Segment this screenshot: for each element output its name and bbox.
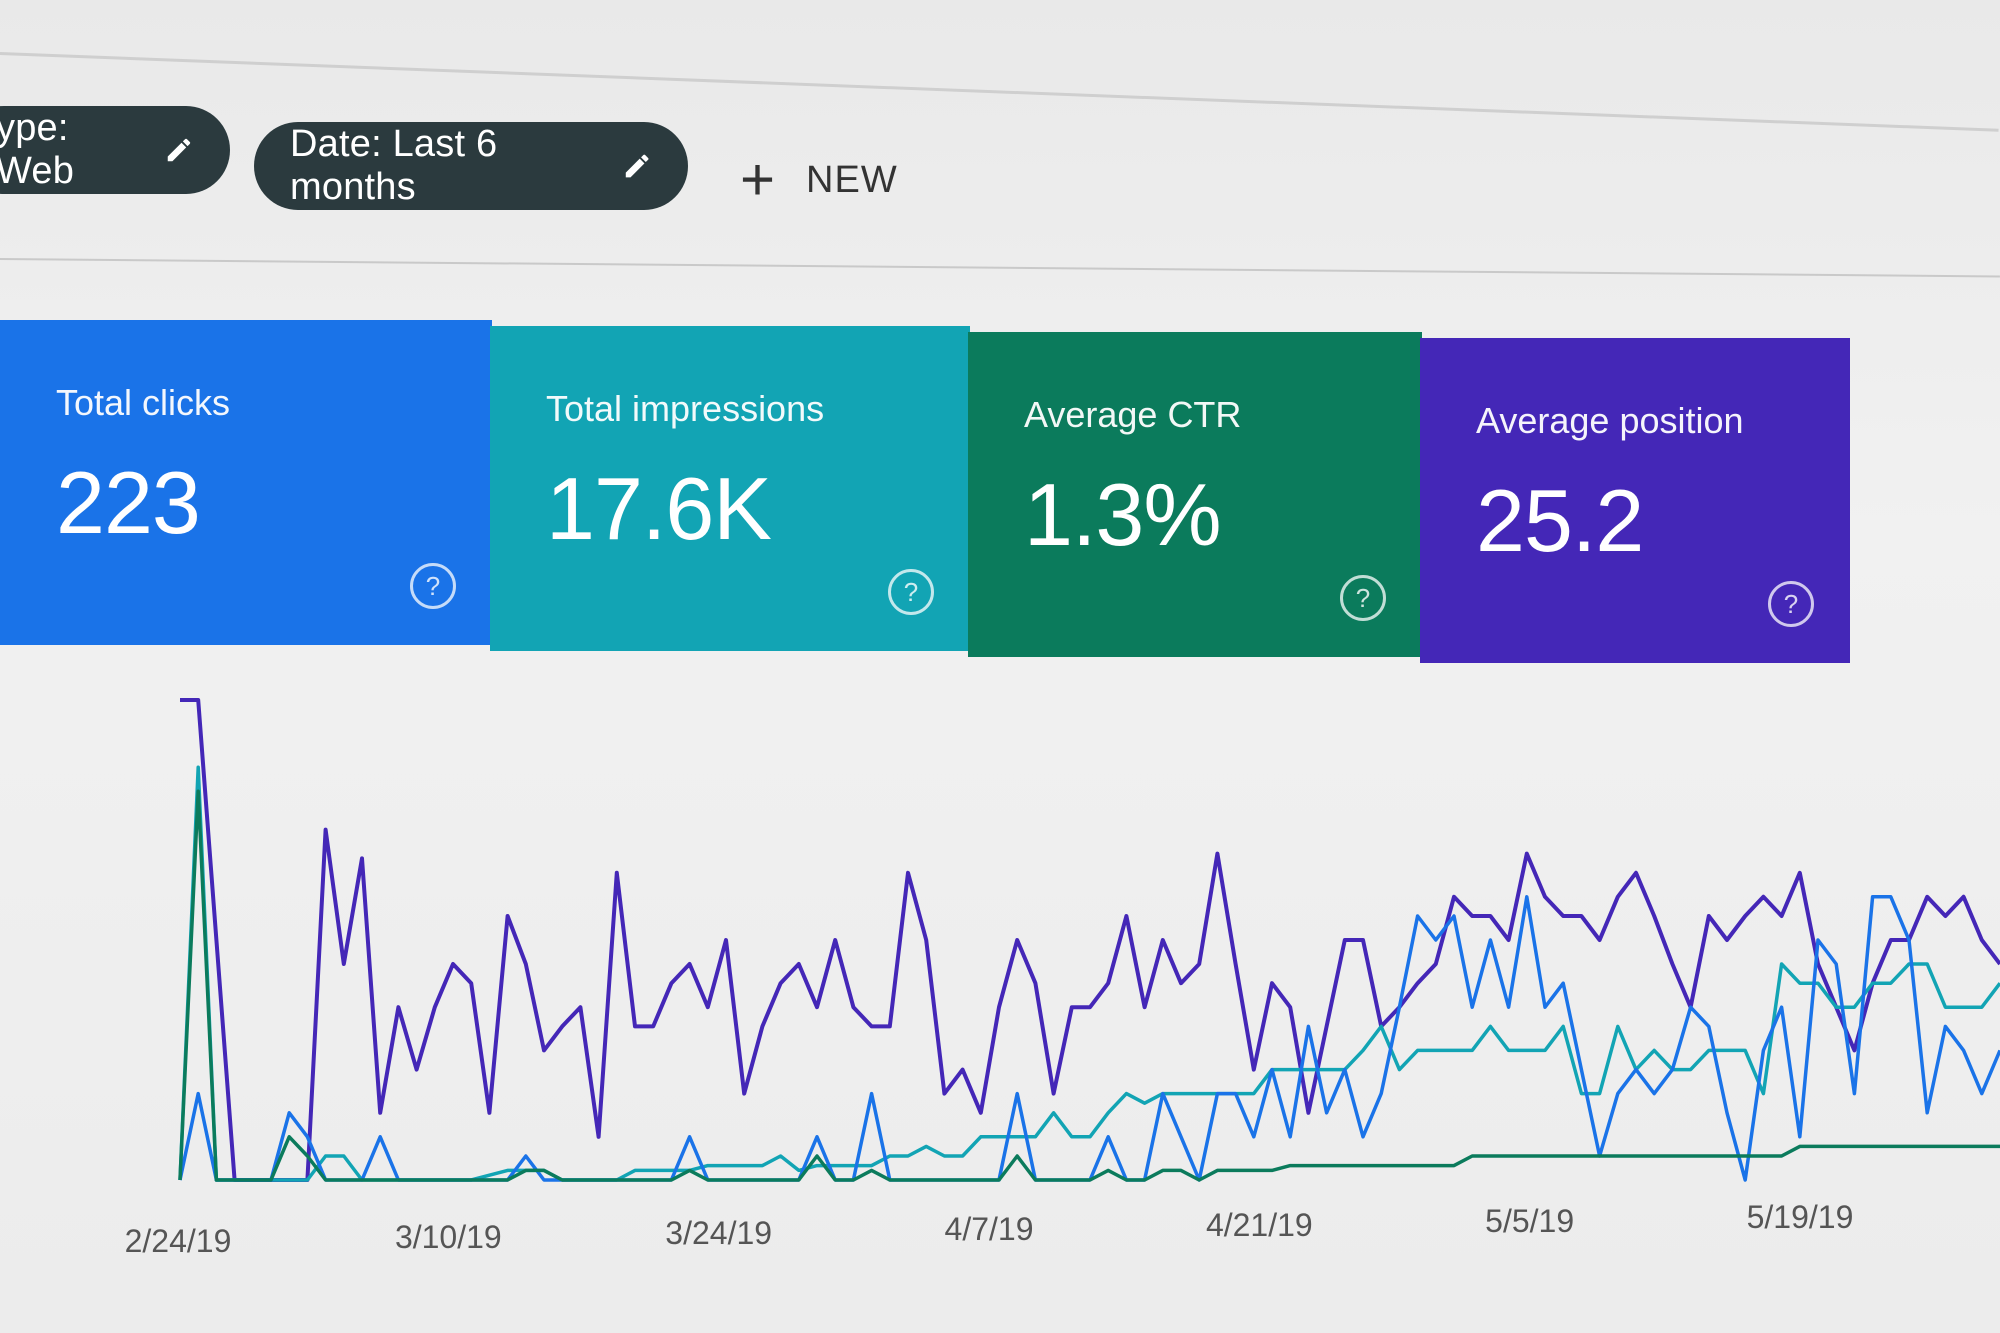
card-label: Total clicks bbox=[56, 382, 231, 423]
total-impressions-card[interactable]: Total impressions 17.6K ? bbox=[490, 326, 970, 651]
card-value: 25.2 bbox=[1476, 471, 1644, 570]
type-filter-label: ype: Web bbox=[0, 107, 75, 192]
card-value: 223 bbox=[56, 453, 201, 552]
metric-cards: Total clicks 223 ? Total impressions 17.… bbox=[0, 320, 1850, 663]
filter-bar: ype: Web Date: Last 6 months + NEW bbox=[0, 100, 2000, 240]
help-circle-icon[interactable]: ? bbox=[888, 569, 934, 615]
new-filter-button[interactable]: + NEW bbox=[740, 140, 898, 220]
pencil-icon[interactable] bbox=[164, 133, 194, 167]
x-tick-label: 5/5/19 bbox=[1485, 1203, 1574, 1239]
performance-chart: 2/24/19 3/10/19 3/24/19 4/7/19 4/21/19 5/5/19… bbox=[125, 698, 2000, 1259]
new-filter-label: NEW bbox=[806, 158, 898, 201]
x-tick-label: 5/19/19 bbox=[1747, 1199, 1854, 1235]
card-value: 1.3% bbox=[1024, 465, 1222, 564]
card-value: 17.6K bbox=[546, 459, 772, 558]
date-filter-label: Date: Last 6 months bbox=[290, 123, 498, 208]
card-label: Average position bbox=[1476, 400, 1744, 441]
type-filter-chip[interactable]: ype: Web bbox=[0, 106, 230, 194]
x-tick-label: 4/7/19 bbox=[945, 1211, 1034, 1247]
x-tick-label: 4/21/19 bbox=[1206, 1207, 1313, 1243]
plus-icon: + bbox=[740, 146, 777, 213]
x-tick-label: 3/24/19 bbox=[665, 1215, 772, 1251]
series-line-3 bbox=[178, 789, 2000, 1182]
date-filter-chip[interactable]: Date: Last 6 months bbox=[254, 122, 688, 210]
total-clicks-card[interactable]: Total clicks 223 ? bbox=[0, 320, 492, 645]
pencil-icon[interactable] bbox=[622, 149, 652, 183]
average-position-card[interactable]: Average position 25.2 ? bbox=[1420, 338, 1850, 663]
help-circle-icon[interactable]: ? bbox=[1340, 575, 1386, 621]
x-tick-label: 2/24/19 bbox=[125, 1223, 232, 1259]
series-line-1 bbox=[178, 765, 2000, 1182]
section-divider bbox=[0, 258, 2000, 278]
card-label: Total impressions bbox=[546, 388, 825, 429]
average-ctr-card[interactable]: Average CTR 1.3% ? bbox=[968, 332, 1422, 657]
help-circle-icon[interactable]: ? bbox=[410, 563, 456, 609]
x-tick-label: 3/10/19 bbox=[395, 1219, 502, 1255]
card-label: Average CTR bbox=[1024, 394, 1242, 435]
help-circle-icon[interactable]: ? bbox=[1768, 581, 1814, 627]
series-line-0 bbox=[180, 698, 2000, 1182]
